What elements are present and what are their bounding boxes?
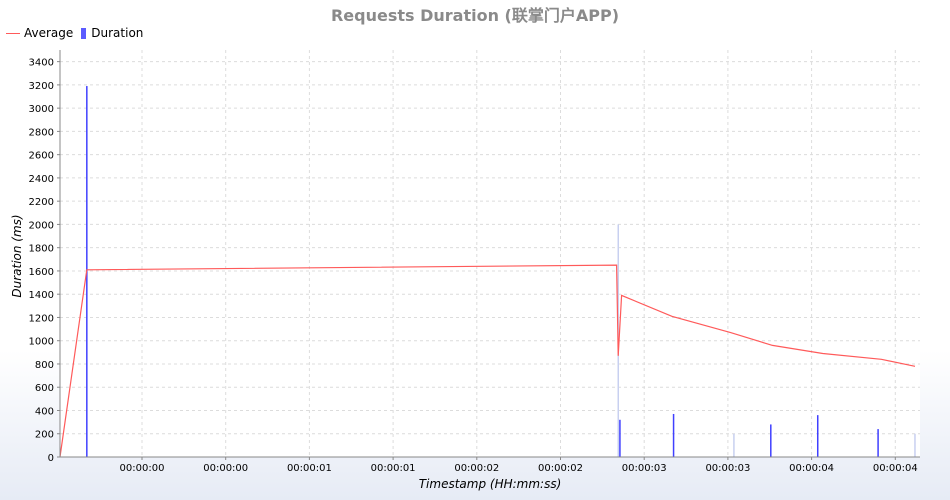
y-tick-label: 3000 bbox=[29, 104, 54, 115]
duration-bar bbox=[816, 415, 819, 457]
y-tick-label: 0 bbox=[48, 453, 54, 464]
duration-bar bbox=[733, 433, 735, 457]
duration-bar bbox=[672, 413, 675, 457]
x-tick-label: 00:00:02 bbox=[454, 463, 499, 474]
y-tick-label: 200 bbox=[35, 430, 54, 441]
y-tick-label: 800 bbox=[35, 360, 54, 371]
x-tick-label: 00:00:01 bbox=[371, 463, 416, 474]
x-tick-label: 00:00:02 bbox=[538, 463, 583, 474]
y-tick-label: 3400 bbox=[29, 58, 54, 69]
legend-average-swatch bbox=[6, 32, 20, 34]
x-tick-label: 00:00:00 bbox=[203, 463, 248, 474]
y-tick-label: 2200 bbox=[29, 197, 54, 208]
plot-background bbox=[60, 50, 920, 457]
y-tick-label: 1200 bbox=[29, 313, 54, 324]
y-axis-label: Duration (ms) bbox=[10, 214, 24, 298]
legend-average-label: Average bbox=[24, 26, 74, 40]
y-tick-label: 1600 bbox=[29, 267, 54, 278]
chart-legend: Average Duration bbox=[6, 26, 151, 40]
legend-duration-swatch bbox=[81, 27, 87, 39]
duration-bar bbox=[877, 429, 879, 457]
y-tick-label: 600 bbox=[35, 383, 54, 394]
legend-item-duration: Duration bbox=[81, 26, 143, 40]
x-tick-label: 00:00:00 bbox=[120, 463, 165, 474]
x-tick-label: 00:00:03 bbox=[705, 463, 750, 474]
duration-bar bbox=[619, 419, 621, 457]
average-line bbox=[59, 264, 916, 458]
legend-item-average: Average bbox=[6, 26, 73, 40]
y-tick-label: 2800 bbox=[29, 127, 54, 138]
duration-bar bbox=[914, 433, 916, 457]
y-tick-label: 3200 bbox=[29, 81, 54, 92]
y-tick-label: 400 bbox=[35, 406, 54, 417]
y-tick-label: 1400 bbox=[29, 290, 54, 301]
x-tick-label: 00:00:01 bbox=[287, 463, 332, 474]
x-tick-label: 00:00:04 bbox=[873, 463, 918, 474]
chart-title: Requests Duration (联掌门户APP) bbox=[330, 6, 620, 25]
y-tick-label: 1000 bbox=[29, 337, 54, 348]
y-tick-label: 1800 bbox=[29, 244, 54, 255]
x-tick-label: 00:00:04 bbox=[789, 463, 834, 474]
legend-duration-label: Duration bbox=[91, 26, 144, 40]
duration-bar bbox=[770, 424, 772, 457]
y-tick-label: 2000 bbox=[29, 220, 54, 231]
y-tick-label: 2400 bbox=[29, 174, 54, 185]
x-axis-label: Timestamp (HH:mm:ss) bbox=[418, 477, 562, 491]
y-tick-label: 2600 bbox=[29, 151, 54, 162]
x-tick-label: 00:00:03 bbox=[622, 463, 667, 474]
